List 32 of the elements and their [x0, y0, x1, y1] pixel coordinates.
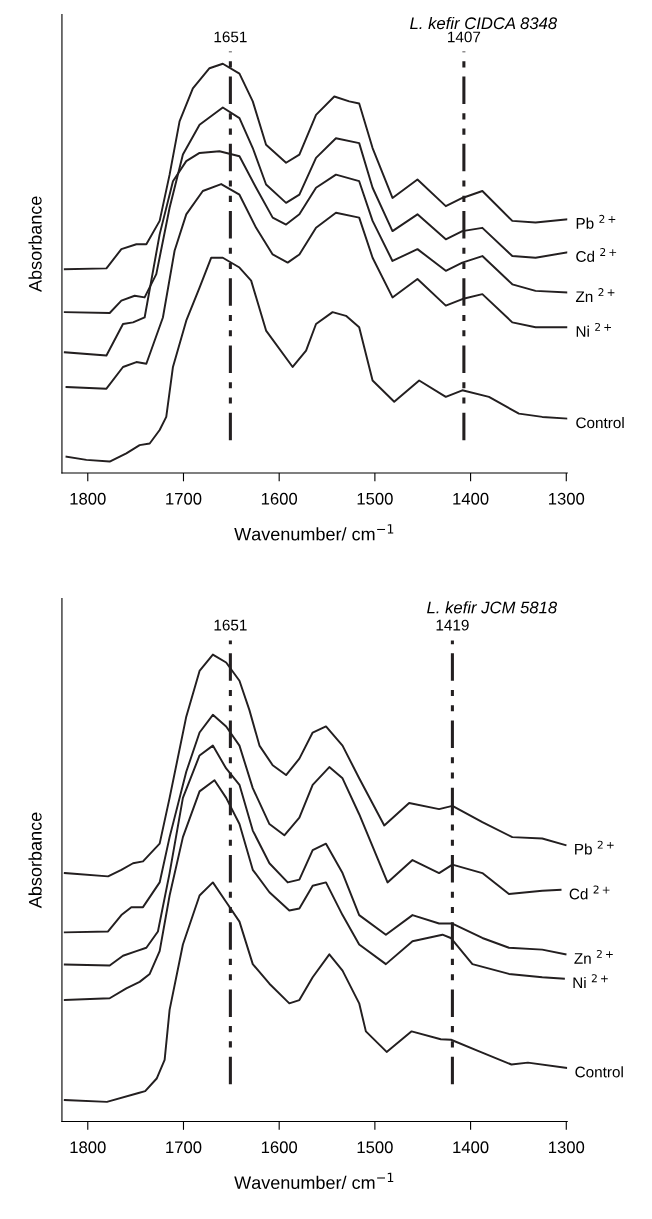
x-tick-label: 1400 — [453, 492, 489, 505]
series-label: Cd $^{2+}$ — [576, 248, 617, 262]
y-axis-title: Absorbance — [28, 196, 42, 292]
x-tick-label: 1700 — [166, 1141, 202, 1154]
x-tick-label: 1400 — [453, 1141, 489, 1154]
x-tick-label: 1500 — [357, 492, 393, 505]
chart-title: L. kefir JCM 5818 — [427, 601, 558, 614]
ref-line-label: 1651 — [214, 619, 247, 631]
series-label: Ni $^{2+}$ — [576, 322, 612, 337]
series-label: Pb $^{2+}$ — [575, 840, 614, 855]
x-tick-label: 1300 — [549, 1141, 585, 1154]
series-label: Control — [576, 416, 624, 429]
series-label: Control — [575, 1066, 623, 1078]
x-tick-label: 1300 — [549, 492, 585, 505]
ref-line-label: 1419 — [436, 619, 469, 631]
chart-title: L. kefir CIDCA 8348 — [410, 16, 558, 30]
series-label: Ni $^{2+}$ — [573, 974, 608, 988]
series-label: Pb $^{2+}$ — [576, 214, 616, 229]
ref-line-label: 1651 — [214, 31, 247, 43]
x-tick-label: 1800 — [70, 492, 106, 505]
x-axis-title: Wavenumber/ cm$^{−1}$ — [234, 524, 394, 541]
series-label: Zn $^{2+}$ — [574, 949, 613, 964]
y-axis-title: Absorbance — [28, 812, 42, 909]
x-axis-title: Wavenumber/ cm$^{−1}$ — [234, 1172, 394, 1190]
x-tick-label: 1600 — [261, 492, 298, 505]
series-label: Zn $^{2+}$ — [575, 288, 615, 302]
series-label: Cd $^{2+}$ — [569, 885, 610, 900]
x-tick-label: 1600 — [261, 1141, 298, 1154]
x-tick-label: 1500 — [357, 1141, 393, 1154]
x-tick-label: 1700 — [166, 492, 202, 505]
x-tick-label: 1800 — [70, 1141, 106, 1154]
ref-line-label: 1407 — [448, 31, 481, 43]
